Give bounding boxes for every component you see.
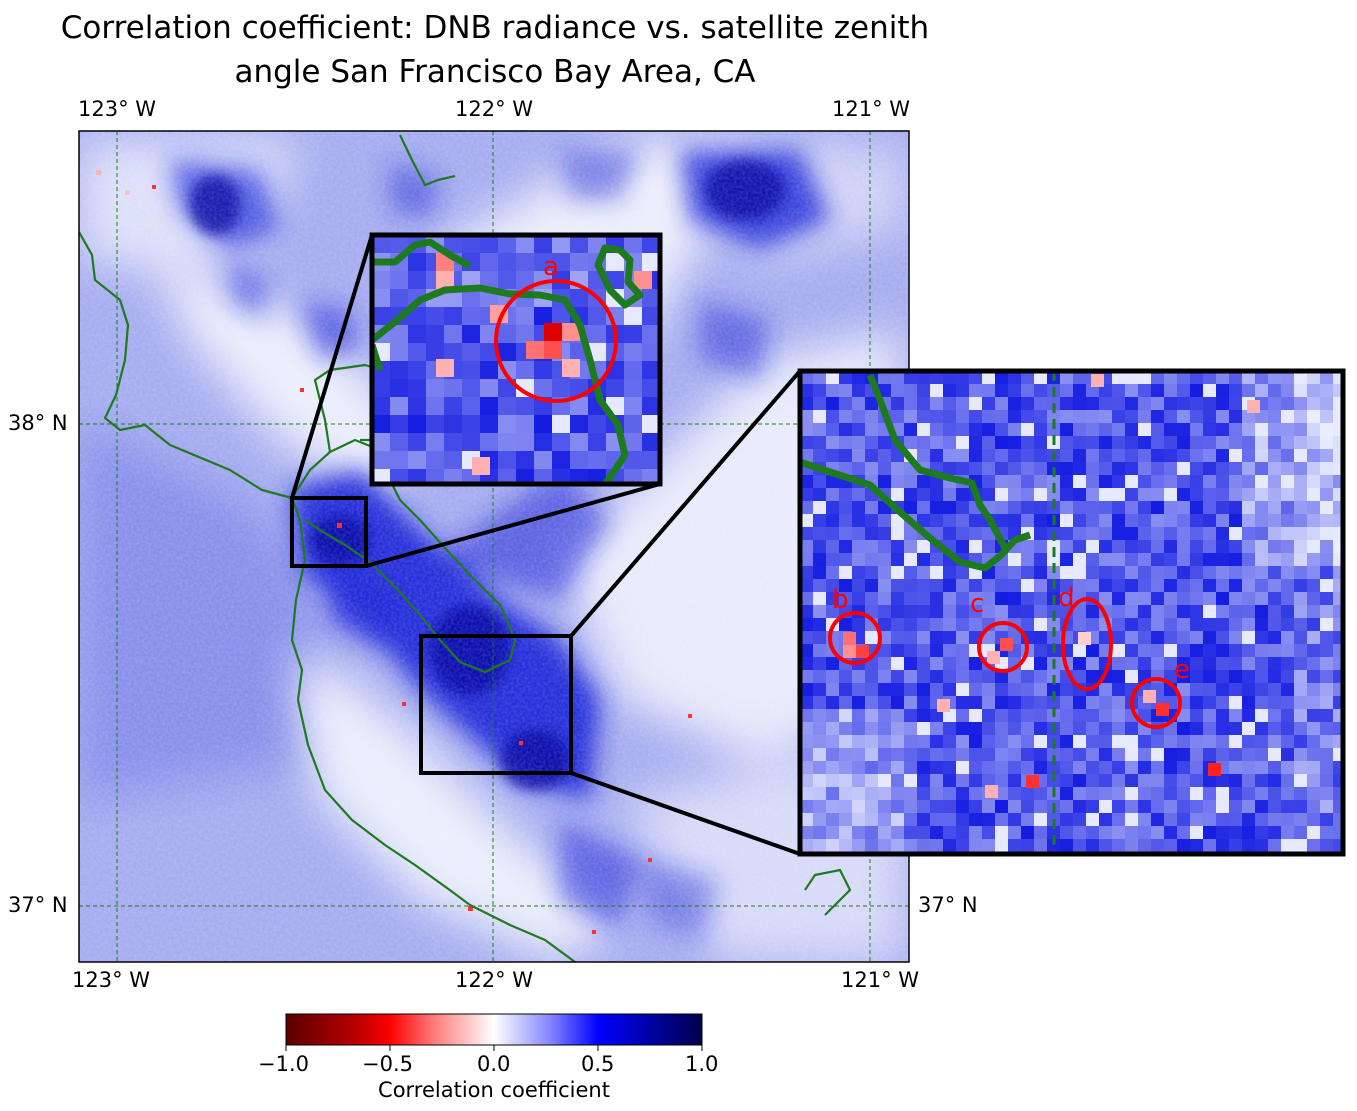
colorbar (285, 1013, 703, 1046)
lon-bottom-tick-122w: 122° W (455, 968, 534, 992)
label-b: b (832, 585, 849, 615)
lat-right-tick-37n: 37° N (918, 893, 978, 917)
title-line-2: angle San Francisco Bay Area, CA (234, 54, 756, 90)
marker-circle-e (1130, 677, 1182, 729)
lon-top-tick-123w: 123° W (78, 97, 157, 121)
colorbar-title: Correlation coefficient (378, 1078, 610, 1102)
colorbar-tick-0: 0.0 (477, 1052, 511, 1076)
zoom-box-bcde (419, 634, 573, 775)
marker-circle-c (977, 621, 1029, 673)
inset-a: a (372, 235, 660, 484)
marker-ellipse-d (1061, 597, 1113, 691)
lon-bottom-tick-121w: 121° W (841, 968, 920, 992)
label-d: d (1058, 583, 1075, 613)
colorbar-tick-neg1: −1.0 (258, 1052, 309, 1076)
zoom-box-a (290, 496, 368, 568)
colorbar-tick-1: 1.0 (685, 1052, 719, 1076)
colorbar-ticks (285, 1045, 703, 1051)
zoom-connectors (290, 234, 802, 856)
marker-circle-a (494, 279, 618, 403)
title-line-1: Correlation coefficient: DNB radiance vs… (60, 10, 930, 46)
colorbar-tick-neg05: −0.5 (362, 1052, 413, 1076)
label-c: c (970, 589, 984, 619)
lat-left-tick-37n: 37° N (8, 893, 68, 917)
colorbar-tick-05: 0.5 (581, 1052, 615, 1076)
label-e: e (1174, 655, 1190, 685)
lat-left-tick-38n: 38° N (8, 411, 68, 435)
lon-top-tick-122w: 122° W (455, 97, 534, 121)
marker-circle-b (828, 611, 882, 665)
label-a: a (543, 252, 559, 282)
lon-top-tick-121w: 121° W (832, 97, 911, 121)
lon-bottom-tick-123w: 123° W (72, 968, 151, 992)
inset-bcde: b c d e (800, 371, 1343, 854)
